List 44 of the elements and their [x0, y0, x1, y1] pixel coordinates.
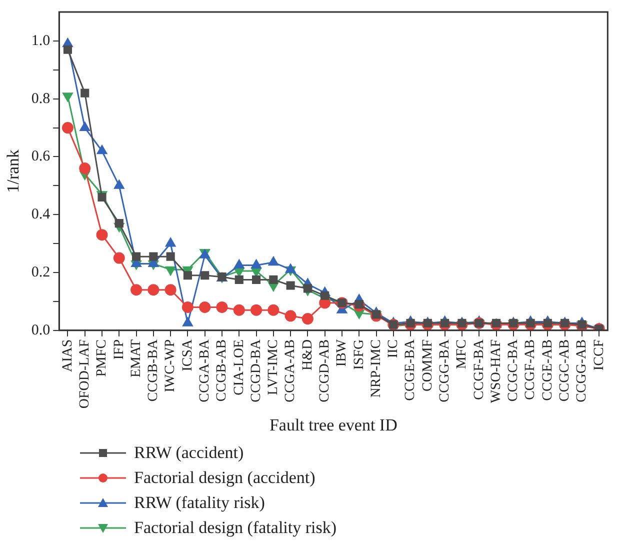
y-tick-label: 0.8	[31, 90, 50, 107]
x-tick-label: CCGE-AB	[540, 339, 556, 401]
x-tick-label: COMMF	[420, 339, 436, 392]
legend-label: RRW (fatality risk)	[134, 492, 265, 512]
x-tick-label: CCGD-BA	[248, 338, 264, 402]
x-tick-label: H&D	[300, 339, 316, 370]
x-tick-label: ICSA	[180, 338, 196, 372]
x-tick-label: CCGF-AB	[523, 339, 538, 400]
y-axis-title: 1/rank	[4, 148, 23, 193]
x-tick-label: CCGB-BA	[146, 338, 162, 402]
x-axis-title: Fault tree event ID	[269, 415, 398, 434]
x-tick-label: MFC	[454, 339, 470, 369]
x-tick-label: NRP-IMC	[368, 339, 384, 398]
x-tick-label: OFOD-LAF	[78, 339, 93, 409]
x-tick-label: CCGC-BA	[506, 338, 522, 402]
x-tick-label: EMAT	[128, 338, 144, 378]
y-tick-label: 0.4	[31, 206, 51, 223]
x-tick-label: WSO-HAF	[488, 339, 504, 404]
legend-label: Factorial design (fatality risk)	[134, 518, 337, 538]
y-tick-label: 0.6	[31, 148, 51, 165]
x-tick-label: CCGG-BA	[438, 338, 452, 402]
x-tick-label: CCGG-AB	[574, 339, 590, 402]
y-tick-label: 0.0	[31, 322, 50, 338]
x-tick-label: LVT-IMC	[266, 339, 282, 396]
x-tick-label: IWC-WP	[163, 339, 178, 392]
y-tick-label: 0.2	[31, 264, 50, 280]
x-tick-label: IFP	[112, 339, 127, 360]
x-tick-label: CCGB-AB	[214, 339, 230, 402]
x-tick-label: CCGE-BA	[403, 338, 418, 401]
x-tick-label: PMFC	[94, 339, 110, 377]
x-tick-label: IIC	[386, 339, 402, 358]
y-tick-label: 1.0	[31, 32, 50, 49]
x-tick-label: CCGD-AB	[318, 339, 333, 402]
x-tick-label: CCGF-BA	[472, 338, 487, 400]
x-tick-label: ICCF	[592, 339, 607, 370]
x-tick-label: IBW	[334, 338, 350, 367]
legend-label: Factorial design (accident)	[134, 468, 316, 488]
x-tick-label: CIA-LOE	[232, 339, 247, 396]
x-tick-label: AIAS	[60, 339, 76, 372]
x-tick-label: CCGA-AB	[283, 339, 298, 402]
legend-label: RRW (accident)	[134, 442, 244, 462]
x-tick-label: ISFG	[352, 339, 367, 370]
x-tick-label: CCGC-AB	[557, 339, 572, 402]
x-tick-label: CCGA-BA	[198, 338, 213, 402]
